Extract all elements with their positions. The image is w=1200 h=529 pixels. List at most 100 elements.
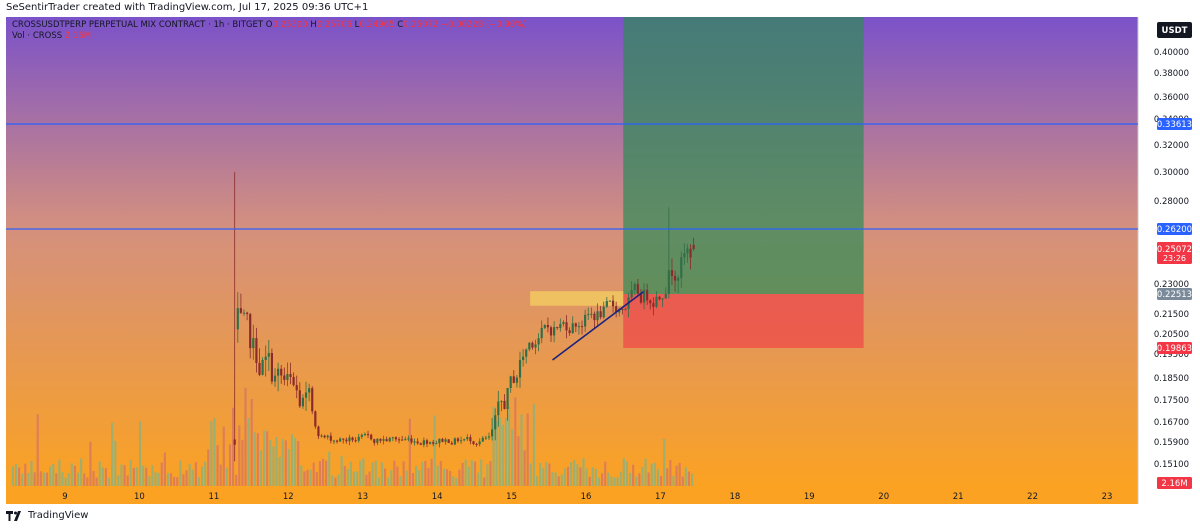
candle-body: [568, 330, 571, 334]
candle-body: [642, 289, 646, 303]
volume-bar: [529, 463, 532, 486]
x-tick-label-3: 12: [283, 492, 294, 502]
candle-body: [605, 301, 608, 307]
volume-bar: [576, 464, 579, 486]
volume-bar: [455, 477, 458, 486]
volume-bar: [228, 444, 232, 486]
volume-bar: [250, 399, 253, 486]
volume-bar: [638, 473, 641, 486]
candle-body: [270, 353, 273, 382]
volume-bar: [129, 459, 132, 486]
candle-body: [366, 434, 370, 436]
x-tick-label-9: 18: [729, 492, 740, 502]
volume-bar: [294, 437, 297, 486]
volume-bar: [356, 471, 359, 486]
legend-close-label: C: [397, 20, 404, 30]
legend-volume-label: Vol · CROSS: [12, 31, 63, 41]
currency-badge[interactable]: [1157, 22, 1192, 38]
volume-bar: [635, 476, 638, 486]
volume-bar: [436, 465, 439, 486]
candle-body: [686, 248, 689, 254]
volume-bar: [424, 460, 427, 486]
volume-bar: [604, 461, 607, 486]
x-tick-label-11: 20: [878, 492, 889, 502]
volume-bar: [380, 462, 384, 486]
profit-target-zone[interactable]: [623, 17, 864, 294]
volume-bar: [408, 418, 411, 486]
volume-bar: [539, 462, 542, 486]
level-badge-lower: [1157, 223, 1192, 235]
candle-body: [255, 338, 258, 363]
countdown-text: 23:26: [1163, 254, 1186, 263]
candle-body: [376, 438, 379, 443]
candle-body: [515, 377, 518, 383]
candle-body: [608, 300, 612, 302]
stop-loss-zone[interactable]: [623, 294, 864, 348]
volume-bar: [92, 470, 95, 486]
volume-bar: [269, 439, 272, 486]
legend-low-label: L: [354, 20, 360, 30]
volume-bar: [669, 460, 672, 486]
candle-body: [487, 436, 491, 438]
price-chart[interactable]: 0.400000.380000.360000.340000.320000.300…: [6, 17, 1194, 504]
volume-bar: [95, 477, 98, 486]
volume-bar: [526, 413, 529, 486]
volume-bar: [433, 415, 436, 486]
candle-body: [410, 438, 413, 443]
volume-bar: [166, 473, 170, 486]
volume-bar: [235, 474, 238, 486]
chart-area[interactable]: 0.400000.380000.360000.340000.320000.300…: [6, 17, 1194, 504]
volume-bar: [644, 458, 647, 486]
candle-body: [615, 306, 618, 313]
volume-bar: [157, 472, 160, 486]
volume-bar: [486, 464, 489, 486]
candle-body: [543, 325, 546, 328]
candle-body: [531, 342, 534, 348]
candle-body: [348, 437, 351, 442]
candle-body: [580, 326, 584, 328]
volume-bar: [601, 473, 604, 486]
candle-body: [286, 374, 289, 380]
candle-body: [444, 439, 447, 442]
volume-bar: [256, 433, 259, 486]
entry-badge-text: 0.22513: [1157, 290, 1192, 300]
volume-bar: [151, 465, 154, 486]
level-badge-lower-text: 0.26200: [1157, 225, 1192, 235]
volume-bar: [368, 471, 371, 486]
volume-bar: [427, 467, 430, 486]
footer-brand[interactable]: TradingView: [6, 510, 88, 521]
volume-bar: [414, 466, 418, 486]
currency-badge-text: USDT: [1162, 26, 1188, 36]
candle-body: [661, 298, 664, 300]
x-tick-label-4: 13: [357, 492, 368, 502]
volume-bar: [396, 466, 399, 486]
candle-body: [298, 390, 301, 407]
candle-body: [425, 440, 429, 444]
trendline[interactable]: [552, 291, 644, 361]
volume-bar: [132, 467, 135, 486]
volume-bar: [52, 463, 55, 486]
candle-body: [621, 308, 624, 310]
volume-bar: [650, 463, 653, 486]
volume-bar: [272, 446, 275, 486]
volume-bar: [619, 471, 622, 486]
candle-body: [450, 443, 453, 445]
entry-badge: [1157, 288, 1192, 300]
candle-body: [301, 397, 305, 407]
volume-bar: [191, 469, 194, 486]
volume-bar: [597, 477, 601, 486]
legend-close: 0.25072: [403, 20, 439, 30]
volume-bar: [321, 458, 325, 486]
candle-body: [428, 442, 432, 444]
candle-body: [602, 306, 605, 318]
candle-body: [522, 356, 525, 361]
volume-bar: [458, 469, 461, 486]
x-tick-label-14: 23: [1102, 492, 1113, 502]
volume-bar: [123, 465, 126, 486]
supply-zone[interactable]: [530, 291, 624, 306]
legend-open-label: O: [265, 20, 273, 30]
candle-body: [311, 388, 314, 412]
volume-bar: [21, 473, 24, 486]
volume-bar: [390, 470, 393, 486]
volume-bar: [393, 460, 396, 486]
